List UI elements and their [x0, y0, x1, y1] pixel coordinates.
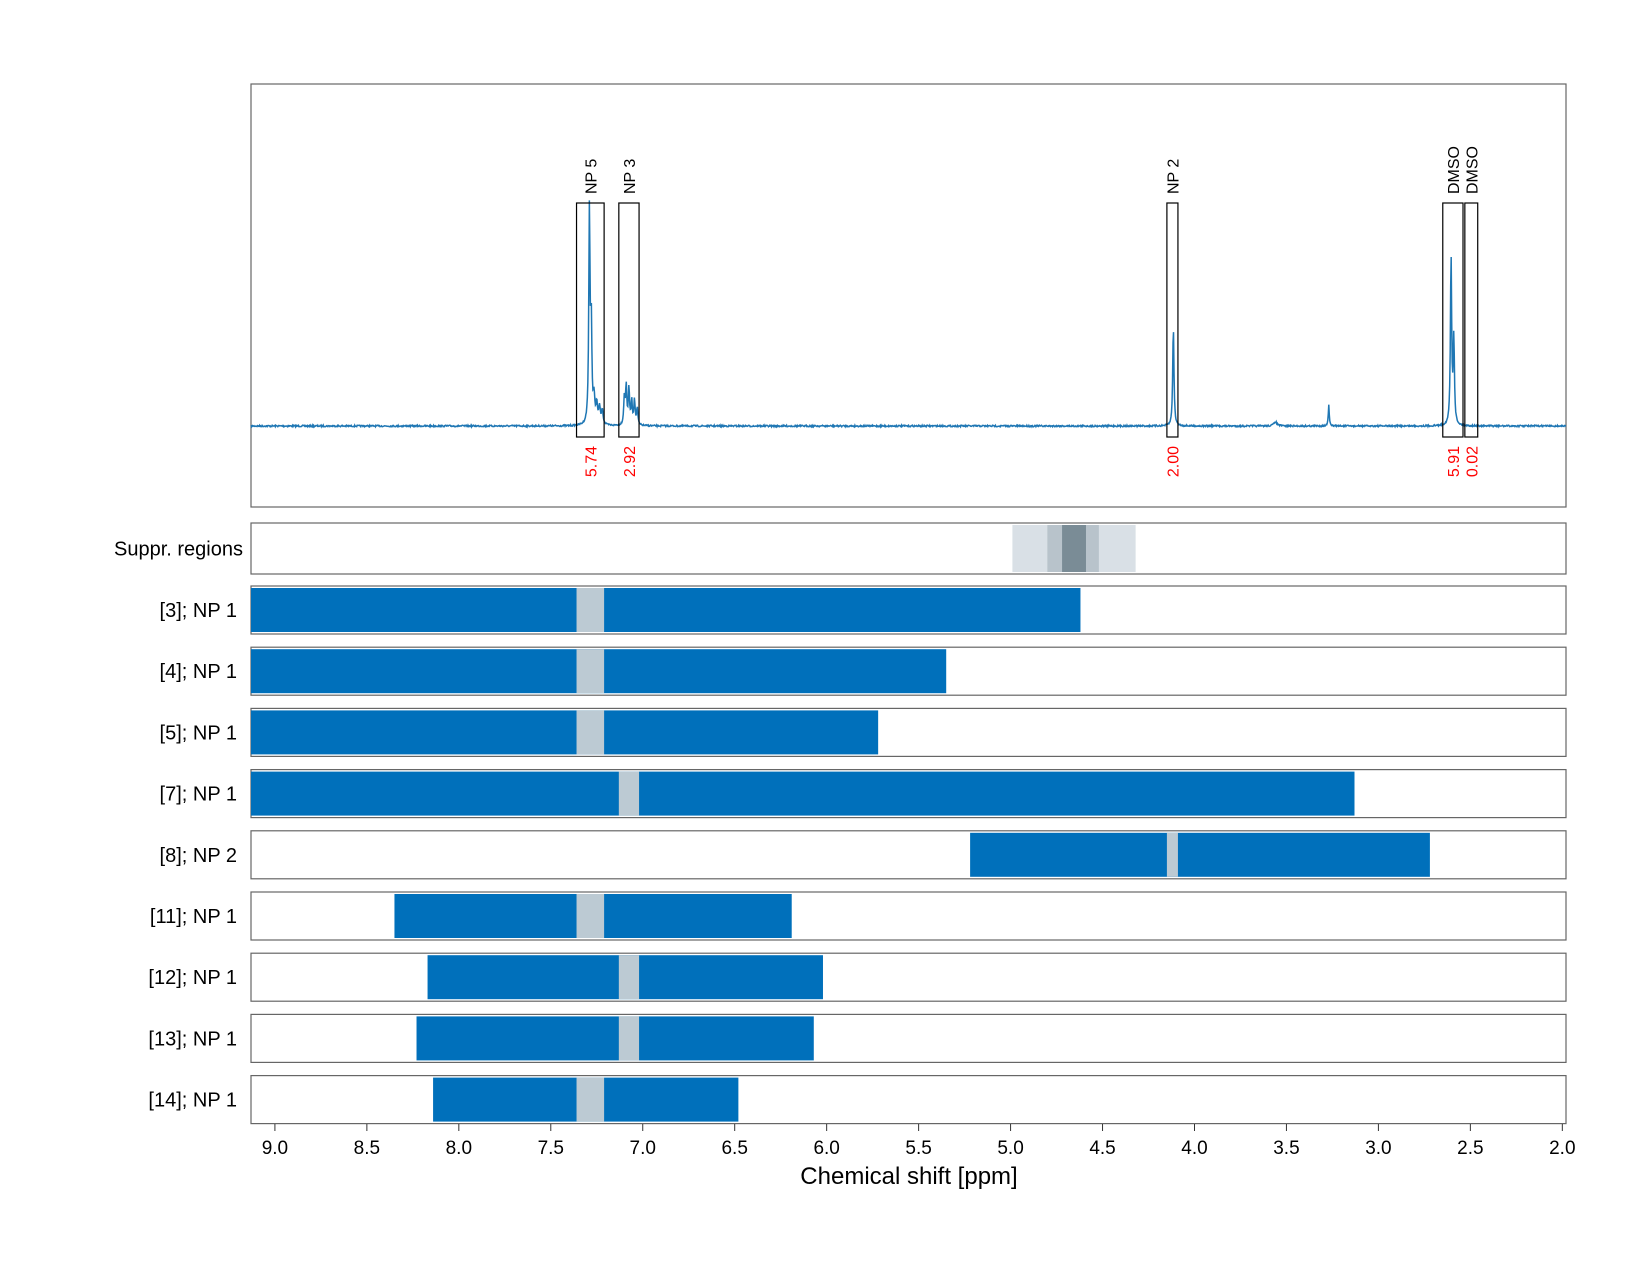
row-label: [11]; NP 1: [150, 906, 237, 928]
excluded-band: [618, 1016, 640, 1061]
suppression-band: [1062, 525, 1086, 572]
peak-label: DMSO: [1446, 146, 1463, 194]
x-tick-label: 9.0: [262, 1138, 288, 1159]
row-label: [7]; NP 1: [160, 784, 237, 806]
row-label: [4]; NP 1: [160, 661, 237, 683]
suppression-label: Suppr. regions: [114, 539, 243, 561]
integral-value: 2.92: [622, 446, 639, 477]
x-tick-label: 5.5: [905, 1138, 931, 1159]
x-tick-label: 5.0: [997, 1138, 1023, 1159]
spectrum-trace: [250, 200, 1567, 429]
excluded-band: [576, 649, 605, 694]
suppression-frame: [250, 522, 1567, 575]
peak-region-box: [575, 202, 605, 438]
range-row: [7]; NP 1: [160, 768, 1567, 819]
excluded-band: [618, 955, 640, 1000]
peak-label: NP 3: [622, 159, 639, 194]
excluded-band: [576, 894, 605, 938]
range-row: [13]; NP 1: [148, 1013, 1567, 1064]
row-label: [8]; NP 2: [160, 845, 237, 867]
x-tick-label: 2.0: [1549, 1138, 1575, 1159]
x-tick-label: 4.5: [1089, 1138, 1115, 1159]
spectrum-frame: [250, 83, 1567, 508]
row-label: [12]; NP 1: [148, 967, 237, 989]
spectrum-panel: NP 5 5.74 NP 3 2.92 NP 2 2.00 DMSO 5.91 DMSO 0.02: [250, 83, 1567, 508]
x-tick-label: 7.0: [630, 1138, 656, 1159]
excluded-band: [1166, 832, 1178, 877]
range-bar: [251, 710, 879, 755]
range-row: [11]; NP 1: [150, 891, 1567, 941]
range-bar: [970, 832, 1430, 877]
row-label: [5]; NP 1: [160, 722, 237, 744]
range-row: [3]; NP 1: [160, 585, 1567, 635]
x-tick-label: 3.0: [1365, 1138, 1391, 1159]
peak-region-box: [618, 202, 640, 438]
x-tick-label: 8.5: [354, 1138, 380, 1159]
x-tick-label: 8.0: [446, 1138, 472, 1159]
excluded-band: [618, 771, 640, 816]
peak-label: NP 5: [583, 159, 600, 194]
x-tick-label: 3.5: [1273, 1138, 1299, 1159]
integral-value: 0.02: [1464, 446, 1481, 477]
row-label: [3]; NP 1: [160, 600, 237, 622]
x-axis: 9.0 8.5 8.0 7.5 7.0 6.5 6.0 5.5 5.0 4.5 4.0 3.5 3.0 2…: [262, 1124, 1576, 1159]
x-tick-label: 4.0: [1181, 1138, 1207, 1159]
peak-region-box: [1464, 202, 1479, 438]
range-row: [14]; NP 1: [148, 1074, 1567, 1125]
range-row: [5]; NP 1: [160, 707, 1567, 758]
x-tick-label: 7.5: [538, 1138, 564, 1159]
x-axis-label: Chemical shift [ppm]: [800, 1163, 1017, 1190]
excluded-band: [576, 1077, 605, 1122]
range-row: [4]; NP 1: [160, 646, 1567, 696]
peak-label: NP 2: [1165, 159, 1182, 194]
integral-value: 2.00: [1165, 446, 1182, 477]
range-row: [12]; NP 1: [148, 952, 1567, 1002]
excluded-band: [576, 710, 605, 755]
x-tick-label: 6.5: [721, 1138, 747, 1159]
excluded-band: [576, 588, 605, 632]
range-bar: [251, 588, 1081, 632]
peak-label: DMSO: [1464, 146, 1481, 194]
suppression-panel: Suppr. regions: [114, 522, 1567, 575]
range-row: [8]; NP 2: [160, 830, 1567, 880]
integral-value: 5.91: [1446, 446, 1463, 477]
x-tick-label: 2.5: [1457, 1138, 1483, 1159]
peak-region-box: [1166, 202, 1179, 438]
peak-region-box: [1442, 202, 1464, 438]
row-label: [14]; NP 1: [148, 1090, 237, 1112]
range-rows: [3]; NP 1 [4]; NP 1 [5]; NP 1 [7]; NP 1 [8];…: [148, 585, 1567, 1125]
integral-value: 5.74: [583, 446, 600, 477]
x-tick-label: 6.0: [813, 1138, 839, 1159]
range-bar: [251, 771, 1355, 816]
range-bar: [416, 1016, 814, 1061]
row-label: [13]; NP 1: [148, 1028, 237, 1050]
